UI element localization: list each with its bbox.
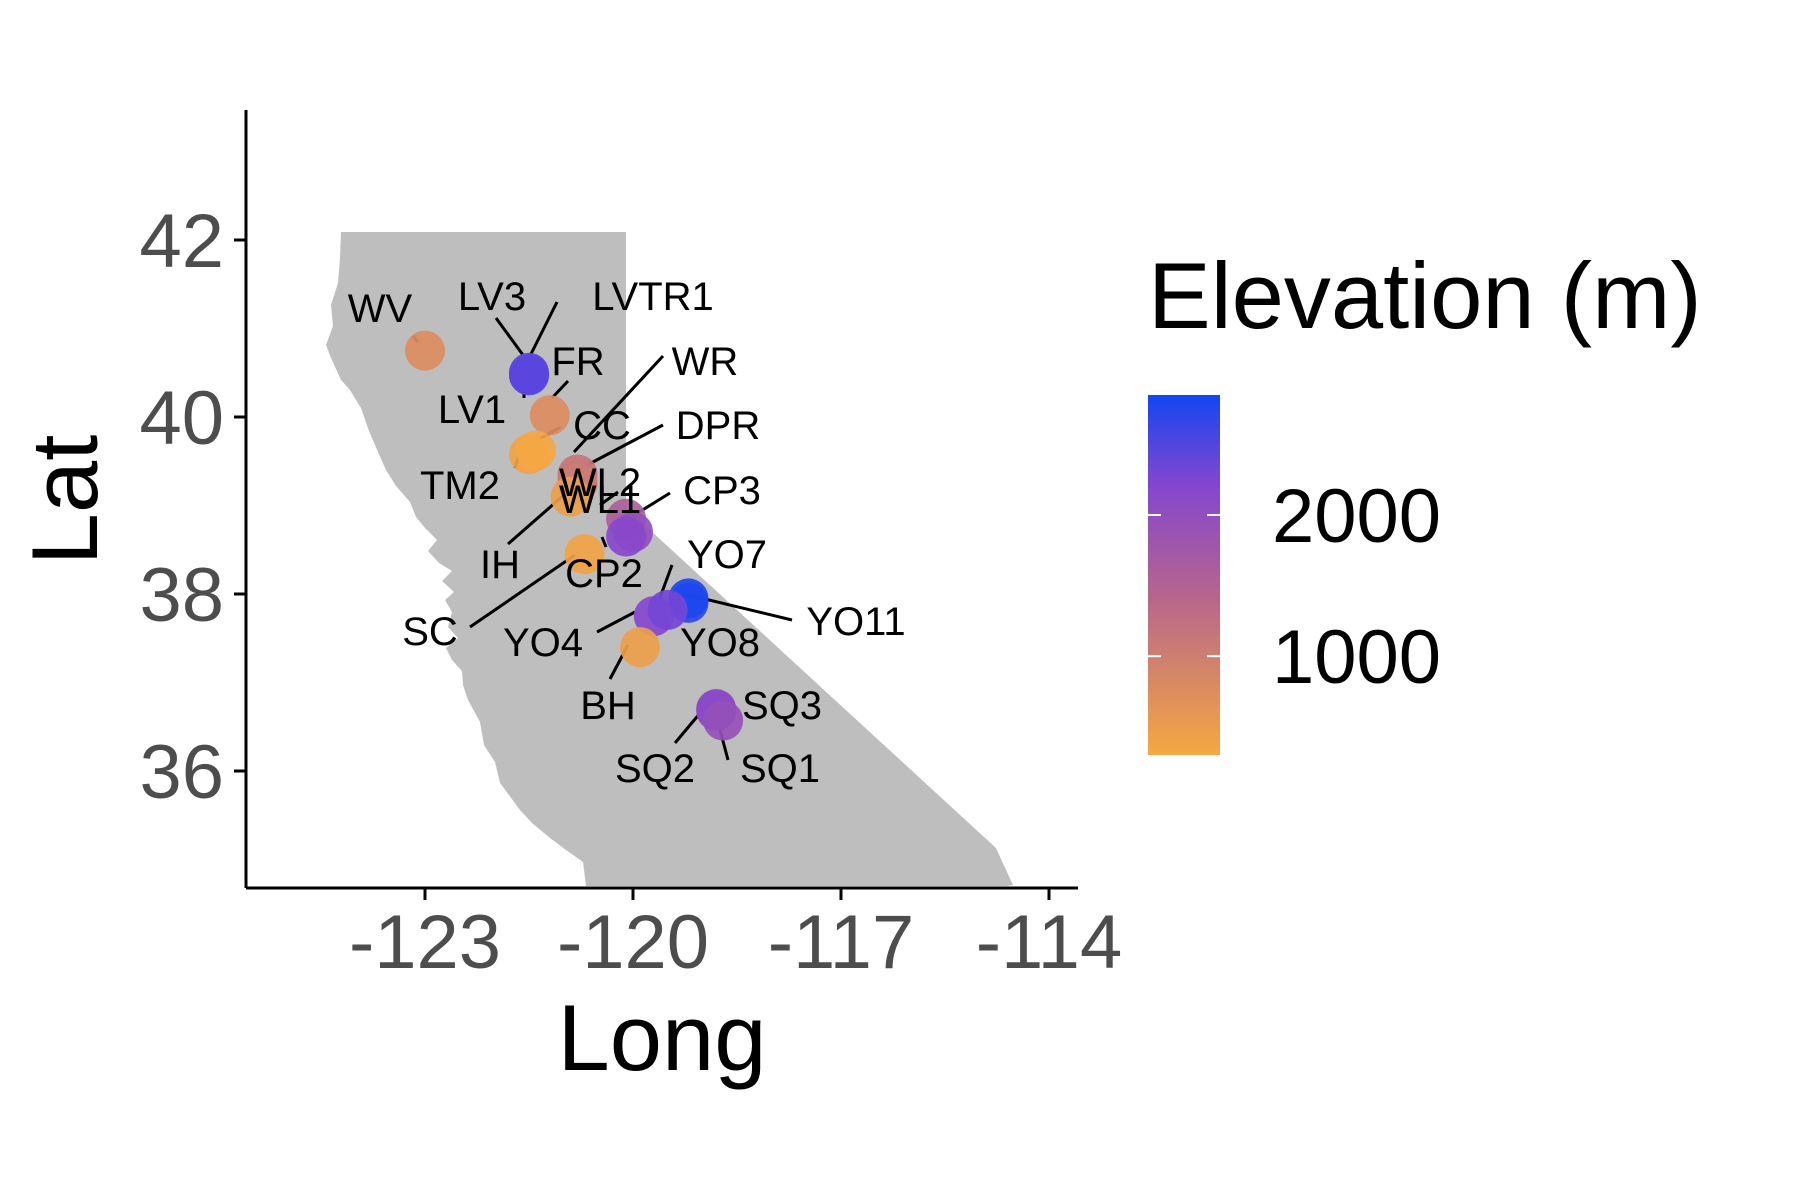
site-label-wv: WV [348, 287, 413, 331]
legend-title: Elevation (m) [1148, 243, 1702, 348]
site-point-ih [550, 476, 591, 517]
site-point-cc [515, 430, 556, 471]
y-tick-label: 36 [139, 730, 224, 815]
site-label-wr: WR [672, 340, 739, 384]
site-label-sc: SC [402, 610, 458, 654]
x-axis-ticks: -123 -120 -117 -114 [349, 888, 1122, 985]
leader-line-sc [469, 553, 576, 629]
leader-line-lv3 [494, 317, 525, 356]
x-tick-label: -117 [768, 900, 914, 985]
leader-line-wl1 [599, 490, 619, 507]
x-tick-label: -120 [557, 900, 709, 985]
site-point-wv [405, 330, 445, 371]
y-tick-label: 38 [139, 553, 224, 638]
site-label-yo11: YO11 [806, 600, 905, 644]
y-tick-label: 42 [139, 199, 224, 284]
leader-line-cp2 [600, 536, 608, 548]
site-point-fr [529, 395, 570, 436]
site-label-fr: FR [551, 340, 604, 384]
legend-colorbar [1148, 395, 1220, 755]
site-label-sq2: SQ2 [615, 747, 695, 791]
site-label-yo7: YO7 [687, 533, 767, 577]
legend-ticks: 1000 2000 [1148, 474, 1441, 700]
site-point-yo8 [647, 589, 688, 630]
site-label-lvtr1: LVTR1 [592, 275, 714, 319]
site-label-dpr: DPR [676, 404, 760, 448]
site-label-yo4: YO4 [503, 621, 583, 665]
site-label-cp3: CP3 [683, 469, 761, 513]
x-tick-label: -123 [349, 900, 501, 985]
site-point-sq1 [703, 700, 744, 741]
leader-line-wr [572, 354, 665, 454]
site-label-cc: CC [573, 404, 631, 448]
site-label-lv1: LV1 [438, 388, 506, 432]
leader-line-yo4 [596, 610, 636, 634]
site-labels: WV LV3 LVTR1 LV1 FR TM2 CC WR DPR WL2 IH WL1 CP3 CP2 S… [348, 275, 906, 791]
leader-line-fr [550, 379, 570, 400]
x-tick-label: -114 [976, 900, 1122, 985]
y-axis-title: Lat [12, 435, 117, 566]
site-label-bh: BH [580, 684, 636, 728]
site-points [405, 330, 744, 741]
site-label-yo8: YO8 [680, 621, 760, 665]
site-label-ih: IH [480, 543, 520, 587]
site-label-sq3: SQ3 [742, 684, 822, 728]
site-label-wl2: WL2 [559, 461, 641, 505]
site-label-tm2: TM2 [420, 464, 500, 508]
elevation-legend: Elevation (m) 1000 2000 [1148, 243, 1702, 755]
site-point-cp2 [606, 516, 647, 557]
california-landmass [326, 232, 1013, 886]
x-axis-title: Long [557, 985, 766, 1090]
site-point-lv1 [509, 355, 549, 396]
site-label-wl1: WL1 [559, 478, 641, 522]
site-label-cp2: CP2 [565, 552, 643, 596]
site-point-sc [564, 534, 605, 575]
site-point-bh [619, 627, 660, 668]
legend-tick-label: 2000 [1272, 474, 1441, 559]
legend-tick-label: 1000 [1272, 615, 1441, 700]
site-label-sq1: SQ1 [740, 747, 820, 791]
site-label-lv3: LV3 [458, 275, 526, 319]
y-axis-ticks: 36 38 40 42 [139, 199, 246, 815]
y-tick-label: 40 [139, 376, 224, 461]
